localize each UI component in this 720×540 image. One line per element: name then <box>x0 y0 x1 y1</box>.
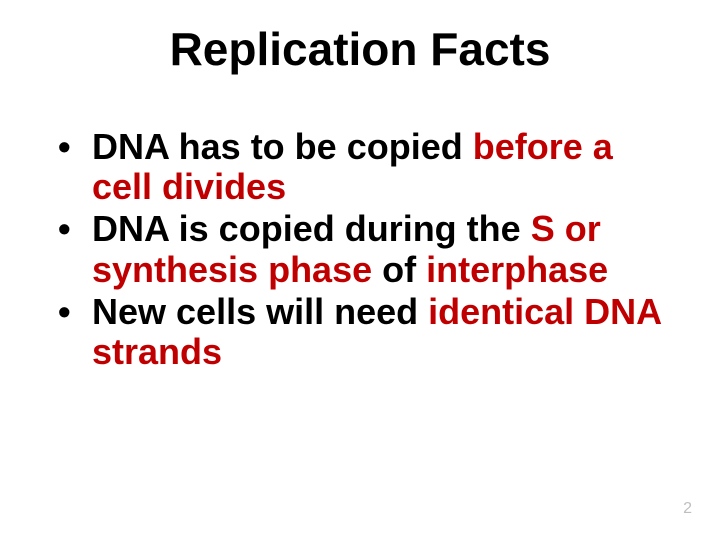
bullet-list: DNA has to be copied before a cell divid… <box>58 127 680 373</box>
list-item: DNA is copied during the S or synthesis … <box>58 209 680 290</box>
slide: Replication Facts DNA has to be copied b… <box>0 0 720 540</box>
bullet-text-highlight-2: interphase <box>426 249 608 290</box>
list-item: DNA has to be copied before a cell divid… <box>58 127 680 208</box>
bullet-text-pre: New cells will need <box>92 291 428 332</box>
list-item: New cells will need identical DNA strand… <box>58 292 680 373</box>
bullet-text-pre: DNA is copied during the <box>92 208 531 249</box>
slide-title: Replication Facts <box>40 24 680 75</box>
bullet-text-pre: DNA has to be copied <box>92 126 473 167</box>
page-number: 2 <box>683 500 692 518</box>
bullet-text-post: of <box>372 249 426 290</box>
